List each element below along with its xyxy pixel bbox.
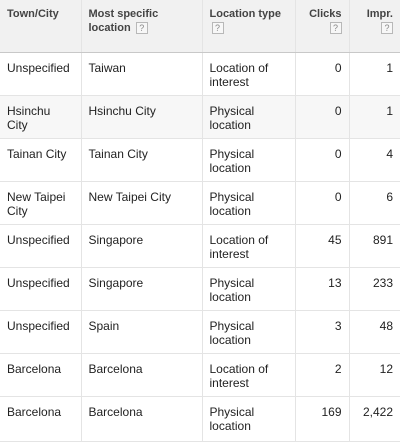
column-header-town-city[interactable]: Town/City [0, 0, 82, 53]
cell-impr: 6 [349, 181, 400, 225]
cell-clicks: 45 [295, 224, 350, 268]
column-header-label: Most specific location [88, 8, 159, 34]
cell-location-type: Physical location [202, 138, 296, 182]
table-row: Unspecified Spain Physical location 3 48 [0, 310, 400, 354]
cell-clicks: 2 [295, 353, 350, 397]
table-row: Unspecified Taiwan Location of interest … [0, 52, 400, 96]
cell-impr: 1 [349, 52, 400, 96]
column-header-label: Clicks [309, 8, 342, 20]
cell-town-city: Tainan City [0, 138, 82, 182]
column-header-most-specific-location[interactable]: Most specific location ? [81, 0, 203, 53]
column-header-clicks[interactable]: Clicks ? [295, 0, 350, 53]
column-header-location-type[interactable]: Location type ? [202, 0, 296, 53]
table-row: Unspecified Singapore Physical location … [0, 267, 400, 311]
table-row: Hsinchu City Hsinchu City Physical locat… [0, 95, 400, 139]
header-row: Town/City Most specific location ? Locat… [0, 0, 400, 53]
cell-impr: 2,422 [349, 396, 400, 442]
cell-clicks: 0 [295, 181, 350, 225]
table-row: Barcelona Barcelona Location of interest… [0, 353, 400, 397]
cell-impr: 4 [349, 138, 400, 182]
cell-clicks: 13 [295, 267, 350, 311]
table-row: Barcelona Barcelona Physical location 16… [0, 396, 400, 442]
table-row: Tainan City Tainan City Physical locatio… [0, 138, 400, 182]
cell-most-specific-location: Tainan City [81, 138, 203, 182]
cell-town-city: Hsinchu City [0, 95, 82, 139]
cell-most-specific-location: Singapore [81, 224, 203, 268]
cell-most-specific-location: Taiwan [81, 52, 203, 96]
cell-location-type: Location of interest [202, 353, 296, 397]
cell-town-city: Barcelona [0, 396, 82, 442]
cell-town-city: Unspecified [0, 224, 82, 268]
cell-location-type: Physical location [202, 396, 296, 442]
table-row: New Taipei City New Taipei City Physical… [0, 181, 400, 225]
cell-clicks: 169 [295, 396, 350, 442]
cell-town-city: New Taipei City [0, 181, 82, 225]
column-header-label: Town/City [7, 8, 59, 20]
cell-impr: 12 [349, 353, 400, 397]
cell-clicks: 0 [295, 95, 350, 139]
cell-most-specific-location: New Taipei City [81, 181, 203, 225]
cell-most-specific-location: Singapore [81, 267, 203, 311]
cell-most-specific-location: Barcelona [81, 396, 203, 442]
cell-location-type: Physical location [202, 95, 296, 139]
help-icon[interactable]: ? [381, 22, 393, 35]
help-icon[interactable]: ? [135, 22, 148, 35]
cell-town-city: Unspecified [0, 267, 82, 311]
cell-impr: 891 [349, 224, 400, 268]
cell-impr: 48 [349, 310, 400, 354]
cell-location-type: Physical location [202, 181, 296, 225]
cell-clicks: 0 [295, 52, 350, 96]
help-icon[interactable]: ? [211, 22, 224, 35]
column-header-impr[interactable]: Impr. ? [349, 0, 400, 53]
help-icon[interactable]: ? [329, 22, 342, 35]
cell-impr: 233 [349, 267, 400, 311]
cell-location-type: Physical location [202, 310, 296, 354]
cell-location-type: Location of interest [202, 52, 296, 96]
cell-town-city: Unspecified [0, 310, 82, 354]
cell-location-type: Location of interest [202, 224, 296, 268]
column-header-label: Impr. [366, 8, 393, 20]
cell-town-city: Unspecified [0, 52, 82, 96]
cell-impr: 1 [349, 95, 400, 139]
cell-most-specific-location: Spain [81, 310, 203, 354]
cell-most-specific-location: Barcelona [81, 353, 203, 397]
cell-most-specific-location: Hsinchu City [81, 95, 203, 139]
column-header-label: Location type [209, 8, 282, 20]
cell-town-city: Barcelona [0, 353, 82, 397]
cell-clicks: 0 [295, 138, 350, 182]
table-row: Unspecified Singapore Location of intere… [0, 224, 400, 268]
cell-location-type: Physical location [202, 267, 296, 311]
cell-clicks: 3 [295, 310, 350, 354]
